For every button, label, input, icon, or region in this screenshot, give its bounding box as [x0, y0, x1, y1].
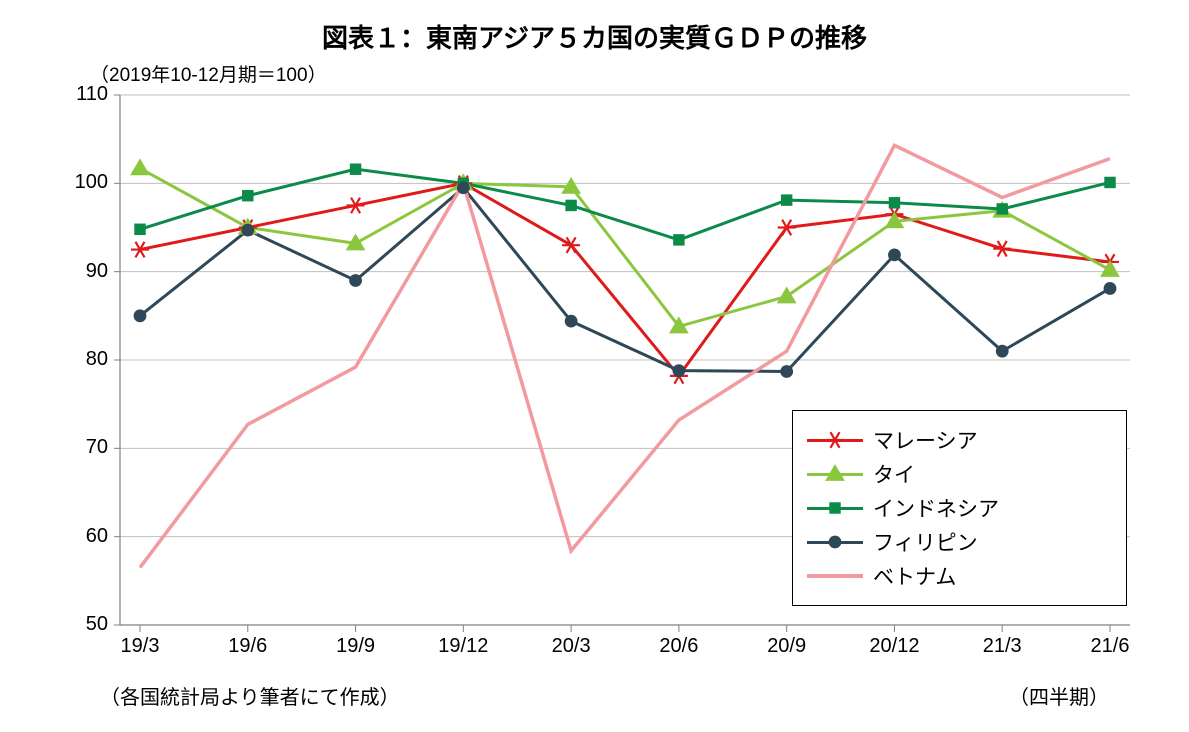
y-tick-label: 60: [86, 525, 108, 548]
x-tick-label: 19/12: [423, 635, 503, 658]
legend-item: マレーシア: [807, 425, 1112, 455]
legend-item: フィリピン: [807, 527, 1112, 557]
x-tick-label: 20/12: [854, 635, 934, 658]
x-tick-label: 21/3: [962, 635, 1042, 658]
chart-container: 図表１：東南アジア５カ国の実質ＧＤＰの推移 （2019年10-12月期＝100）…: [0, 0, 1189, 732]
y-tick-label: 50: [86, 613, 108, 636]
legend-item: タイ: [807, 459, 1112, 489]
legend-swatch: [807, 566, 863, 586]
legend-label: マレーシア: [873, 425, 978, 455]
x-tick-label: 19/9: [316, 635, 396, 658]
legend-swatch: [807, 464, 863, 484]
footer-xaxis-unit: （四半期）: [1009, 681, 1109, 710]
legend-label: タイ: [873, 459, 915, 489]
y-tick-label: 100: [75, 171, 108, 194]
y-tick-label: 70: [86, 436, 108, 459]
y-tick-label: 90: [86, 260, 108, 283]
legend-label: ベトナム: [873, 561, 956, 591]
y-tick-label: 110: [76, 83, 108, 106]
legend-item: ベトナム: [807, 561, 1112, 591]
legend-label: フィリピン: [873, 527, 978, 557]
y-tick-label: 80: [86, 348, 108, 371]
x-tick-label: 20/9: [747, 635, 827, 658]
x-tick-label: 20/6: [639, 635, 719, 658]
legend-swatch: [807, 430, 863, 450]
x-tick-label: 20/3: [531, 635, 611, 658]
x-tick-label: 19/6: [208, 635, 288, 658]
footer-source: （各国統計局より筆者にて作成）: [100, 681, 400, 710]
legend-swatch: [807, 498, 863, 518]
legend: マレーシアタイインドネシアフィリピンベトナム: [792, 410, 1127, 606]
legend-label: インドネシア: [873, 493, 999, 523]
x-tick-label: 21/6: [1070, 635, 1150, 658]
legend-item: インドネシア: [807, 493, 1112, 523]
chart-plot: [0, 0, 1189, 732]
x-tick-label: 19/3: [100, 635, 180, 658]
legend-swatch: [807, 532, 863, 552]
